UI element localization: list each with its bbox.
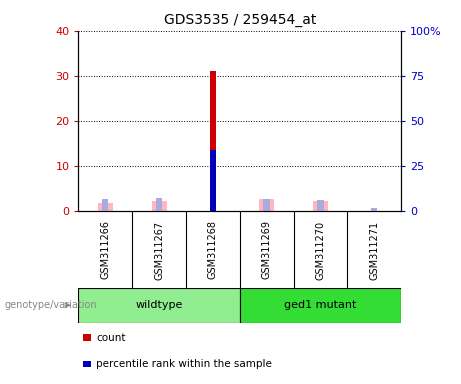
Text: percentile rank within the sample: percentile rank within the sample xyxy=(96,359,272,369)
Text: GSM311270: GSM311270 xyxy=(315,220,325,280)
Bar xyxy=(152,201,166,211)
Text: GSM311267: GSM311267 xyxy=(154,220,164,280)
Bar xyxy=(240,288,401,323)
Bar xyxy=(210,71,216,211)
Text: count: count xyxy=(96,333,125,343)
Bar xyxy=(371,208,378,211)
Bar xyxy=(263,199,270,211)
Text: wildtype: wildtype xyxy=(136,300,183,310)
Bar xyxy=(317,200,324,211)
Title: GDS3535 / 259454_at: GDS3535 / 259454_at xyxy=(164,13,316,27)
Bar xyxy=(313,201,328,211)
Bar xyxy=(98,203,113,211)
Bar xyxy=(102,199,108,211)
Bar xyxy=(156,198,162,211)
Bar xyxy=(210,150,216,211)
Text: GSM311269: GSM311269 xyxy=(261,220,272,280)
Text: GSM311268: GSM311268 xyxy=(208,220,218,280)
Text: ged1 mutant: ged1 mutant xyxy=(284,300,356,310)
Text: genotype/variation: genotype/variation xyxy=(5,300,97,310)
Text: GSM311271: GSM311271 xyxy=(369,220,379,280)
Text: GSM311266: GSM311266 xyxy=(100,220,110,280)
Bar xyxy=(78,288,240,323)
Bar xyxy=(259,199,274,211)
